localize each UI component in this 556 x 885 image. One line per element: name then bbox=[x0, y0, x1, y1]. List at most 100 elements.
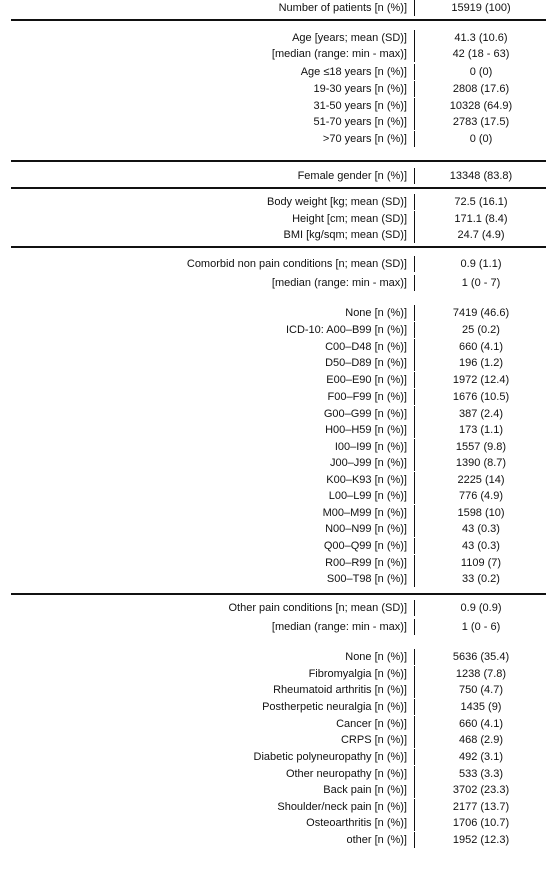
column-separator bbox=[414, 46, 415, 62]
row-value: 2808 (17.6) bbox=[452, 83, 510, 95]
table-row: H00–H59 [n (%)] 173 (1.1) bbox=[0, 422, 556, 438]
column-separator bbox=[414, 372, 415, 388]
table-row: >70 years [n (%)] 0 (0) bbox=[0, 131, 556, 147]
row-label: J00–J99 [n (%)] bbox=[329, 457, 407, 469]
row-label: ICD-10: A00–B99 [n (%)] bbox=[285, 324, 407, 336]
row-label: Other neuropathy [n (%)] bbox=[285, 768, 407, 780]
column-separator bbox=[414, 439, 415, 455]
row-label: None [n (%)] bbox=[345, 651, 407, 663]
row-label: N00–N99 [n (%)] bbox=[325, 523, 407, 535]
row-value: 72.5 (16.1) bbox=[454, 196, 508, 208]
row-value: 33 (0.2) bbox=[462, 573, 500, 585]
table-row: BMI [kg/sqm; mean (SD)] 24.7 (4.9) bbox=[0, 227, 556, 243]
row-label: CRPS [n (%)] bbox=[340, 734, 407, 746]
table-row: Fibromyalgia [n (%)] 1238 (7.8) bbox=[0, 666, 556, 682]
table-row: F00–F99 [n (%)] 1676 (10.5) bbox=[0, 389, 556, 405]
table-row: J00–J99 [n (%)] 1390 (8.7) bbox=[0, 455, 556, 471]
row-label: Cancer [n (%)] bbox=[336, 718, 407, 730]
table-row: Shoulder/neck pain [n (%)] 2177 (13.7) bbox=[0, 799, 556, 815]
column-separator bbox=[414, 782, 415, 798]
row-value: 1238 (7.8) bbox=[455, 668, 507, 680]
column-separator bbox=[414, 422, 415, 438]
table-row: E00–E90 [n (%)] 1972 (12.4) bbox=[0, 372, 556, 388]
table-row: CRPS [n (%)] 468 (2.9) bbox=[0, 732, 556, 748]
table-row: [median (range: min - max)] 42 (18 - 63) bbox=[0, 46, 556, 62]
row-label: [median (range: min - max)] bbox=[271, 48, 407, 60]
row-value: 776 (4.9) bbox=[458, 490, 504, 502]
row-label: BMI [kg/sqm; mean (SD)] bbox=[283, 229, 407, 241]
row-label: Fibromyalgia [n (%)] bbox=[308, 668, 407, 680]
row-value: 43 (0.3) bbox=[462, 523, 500, 535]
table-row: 51-70 years [n (%)] 2783 (17.5) bbox=[0, 114, 556, 130]
column-separator bbox=[414, 389, 415, 405]
row-value: 0 (0) bbox=[469, 66, 493, 78]
row-label: 19-30 years [n (%)] bbox=[313, 83, 407, 95]
row-value: 0.9 (0.9) bbox=[460, 602, 502, 614]
column-separator bbox=[414, 649, 415, 665]
table-row: None [n (%)] 5636 (35.4) bbox=[0, 649, 556, 665]
row-label: E00–E90 [n (%)] bbox=[326, 374, 407, 386]
column-separator bbox=[414, 305, 415, 321]
row-value: 2225 (14) bbox=[457, 474, 505, 486]
column-separator bbox=[414, 749, 415, 765]
row-value: 0 (0) bbox=[469, 133, 493, 145]
column-separator bbox=[414, 98, 415, 114]
row-value: 0.9 (1.1) bbox=[460, 258, 502, 270]
row-value: 41.3 (10.6) bbox=[454, 32, 508, 44]
table-row: [median (range: min - max)] 1 (0 - 7) bbox=[0, 275, 556, 291]
row-label: Female gender [n (%)] bbox=[297, 170, 407, 182]
row-label: other [n (%)] bbox=[346, 834, 407, 846]
table-row: R00–R99 [n (%)] 1109 (7) bbox=[0, 555, 556, 571]
section-divider bbox=[11, 246, 546, 248]
section-divider bbox=[11, 593, 546, 595]
section-divider bbox=[11, 19, 546, 21]
section-divider bbox=[11, 160, 546, 162]
row-value: 492 (3.1) bbox=[458, 751, 504, 763]
row-label: 51-70 years [n (%)] bbox=[313, 116, 407, 128]
column-separator bbox=[414, 472, 415, 488]
row-label: [median (range: min - max)] bbox=[271, 621, 407, 633]
row-label: >70 years [n (%)] bbox=[322, 133, 407, 145]
column-separator bbox=[414, 81, 415, 97]
table-row: Height [cm; mean (SD)] 171.1 (8.4) bbox=[0, 211, 556, 227]
table-row: L00–L99 [n (%)] 776 (4.9) bbox=[0, 488, 556, 504]
row-label: K00–K93 [n (%)] bbox=[326, 474, 407, 486]
column-separator bbox=[414, 538, 415, 554]
table-row: other [n (%)] 1952 (12.3) bbox=[0, 832, 556, 848]
row-label: Q00–Q99 [n (%)] bbox=[323, 540, 407, 552]
row-label: Height [cm; mean (SD)] bbox=[292, 213, 407, 225]
row-label: Osteoarthritis [n (%)] bbox=[306, 817, 407, 829]
row-label: Diabetic polyneuropathy [n (%)] bbox=[253, 751, 407, 763]
table-row: N00–N99 [n (%)] 43 (0.3) bbox=[0, 521, 556, 537]
table-row: None [n (%)] 7419 (46.6) bbox=[0, 305, 556, 321]
row-label: M00–M99 [n (%)] bbox=[322, 507, 407, 519]
row-label: L00–L99 [n (%)] bbox=[328, 490, 407, 502]
column-separator bbox=[414, 682, 415, 698]
row-value: 1706 (10.7) bbox=[452, 817, 510, 829]
row-value: 1 (0 - 7) bbox=[461, 277, 501, 289]
column-separator bbox=[414, 131, 415, 147]
row-value: 42 (18 - 63) bbox=[452, 48, 510, 60]
table-row: Number of patients [n (%)] 15919 (100) bbox=[0, 0, 556, 16]
row-label: Age [years; mean (SD)] bbox=[292, 32, 407, 44]
column-separator bbox=[414, 832, 415, 848]
column-separator bbox=[414, 619, 415, 635]
row-value: 750 (4.7) bbox=[458, 684, 504, 696]
column-separator bbox=[414, 406, 415, 422]
table-row: Q00–Q99 [n (%)] 43 (0.3) bbox=[0, 538, 556, 554]
row-value: 5636 (35.4) bbox=[452, 651, 510, 663]
row-value: 1557 (9.8) bbox=[455, 441, 507, 453]
row-label: R00–R99 [n (%)] bbox=[325, 557, 407, 569]
row-value: 171.1 (8.4) bbox=[454, 213, 508, 225]
row-value: 533 (3.3) bbox=[458, 768, 504, 780]
table-row: S00–T98 [n (%)] 33 (0.2) bbox=[0, 571, 556, 587]
column-separator bbox=[414, 799, 415, 815]
column-separator bbox=[414, 168, 415, 184]
row-value: 2177 (13.7) bbox=[452, 801, 510, 813]
row-value: 13348 (83.8) bbox=[449, 170, 513, 182]
row-label: 31-50 years [n (%)] bbox=[313, 100, 407, 112]
table-row: Cancer [n (%)] 660 (4.1) bbox=[0, 716, 556, 732]
table-row: ICD-10: A00–B99 [n (%)] 25 (0.2) bbox=[0, 322, 556, 338]
column-separator bbox=[414, 699, 415, 715]
row-label: Comorbid non pain conditions [n; mean (S… bbox=[186, 258, 407, 270]
